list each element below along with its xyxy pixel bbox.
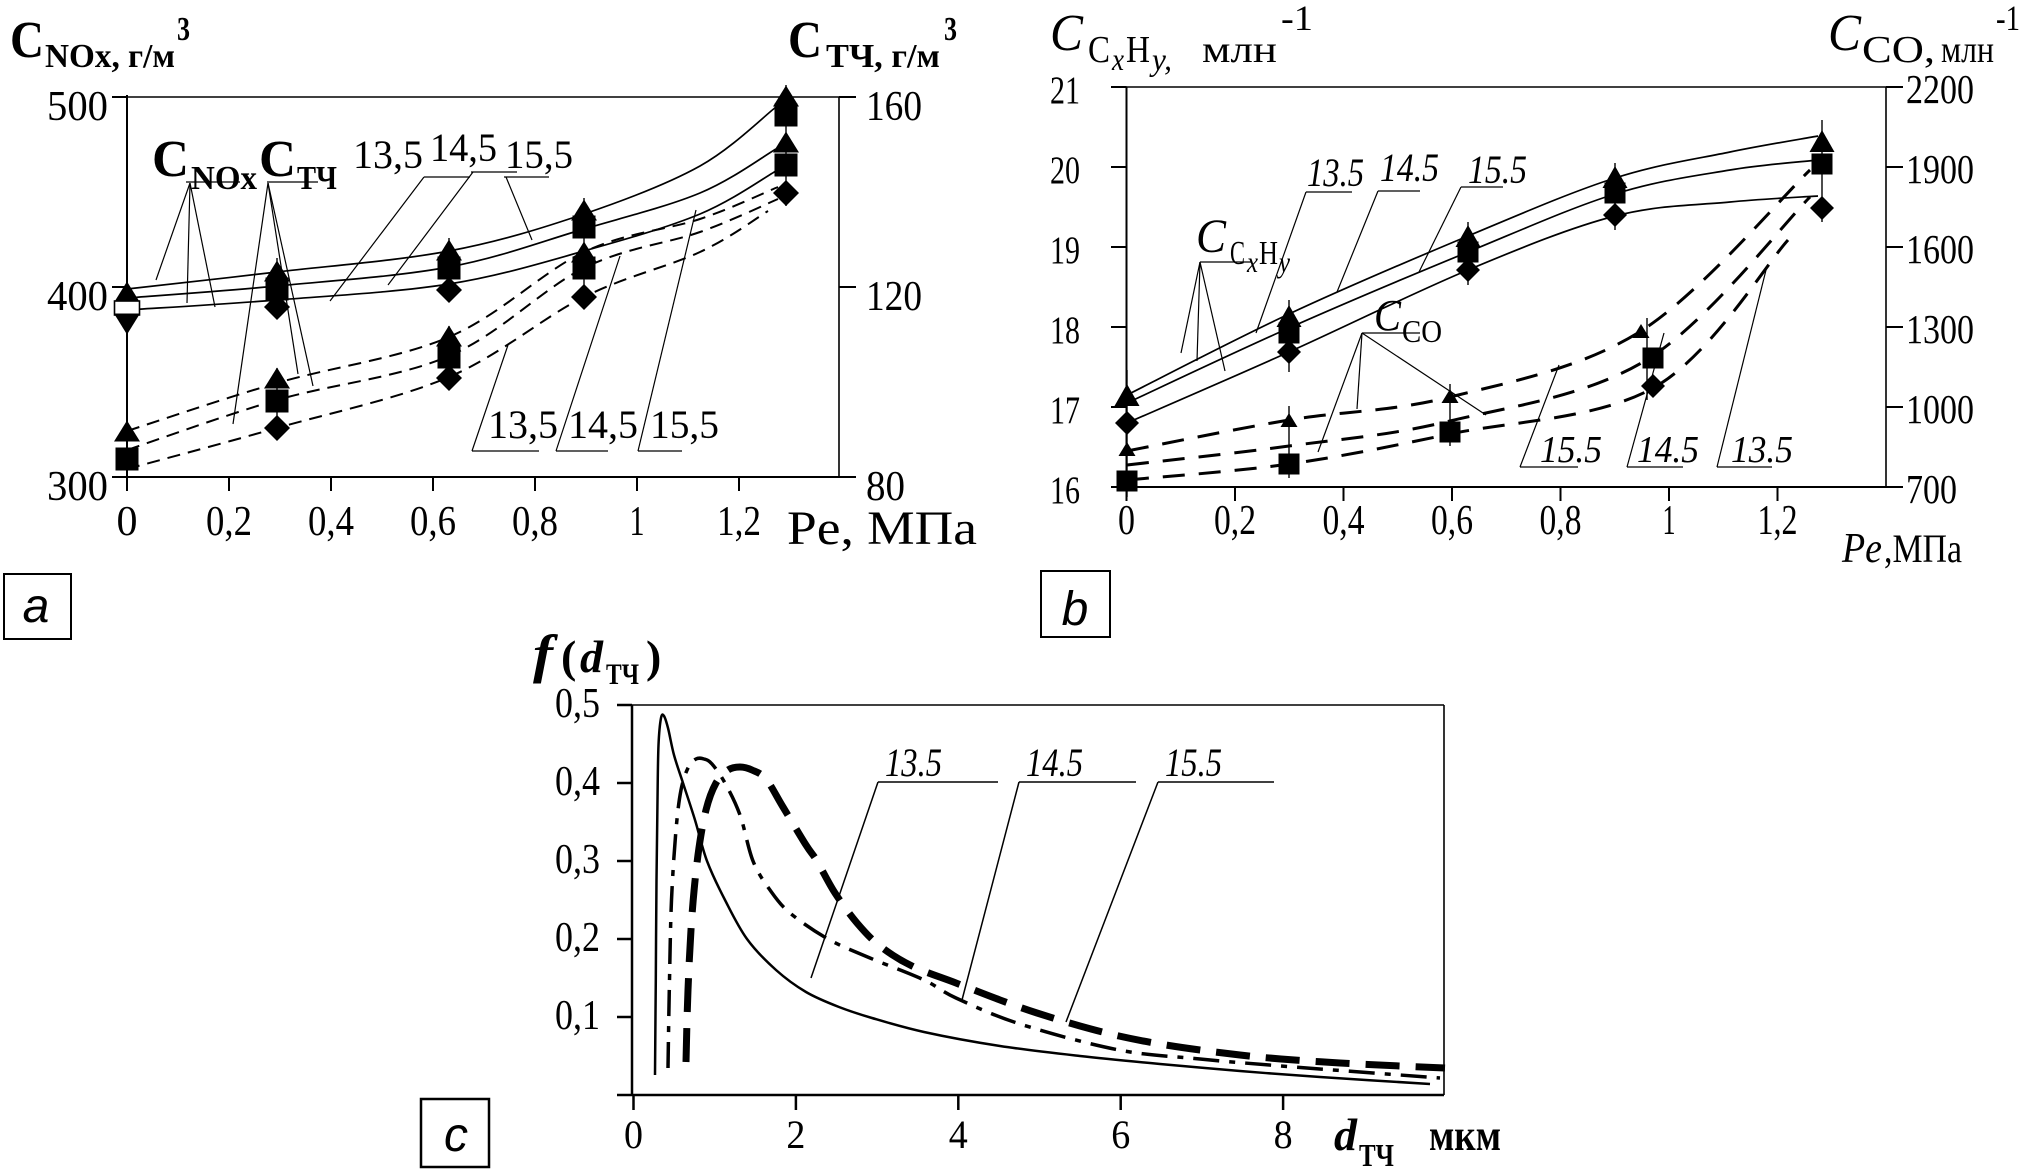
svg-text:14,5: 14,5 — [568, 402, 638, 447]
svg-text:1: 1 — [1663, 498, 1676, 544]
svg-text:3: 3 — [177, 11, 190, 48]
svg-text:300: 300 — [47, 464, 108, 510]
svg-text:0,2: 0,2 — [1214, 498, 1256, 544]
svg-text:19: 19 — [1050, 229, 1080, 272]
svg-text:21: 21 — [1050, 69, 1080, 112]
svg-text:y,: y, — [1149, 41, 1172, 77]
svg-text:мкм: мкм — [1429, 1111, 1501, 1160]
svg-text:0,2: 0,2 — [206, 499, 252, 545]
svg-text:C: C — [1374, 291, 1402, 340]
svg-text:H: H — [1259, 235, 1278, 272]
svg-text:1600: 1600 — [1906, 226, 1974, 272]
svg-text:14.5: 14.5 — [1637, 429, 1699, 471]
svg-text:0: 0 — [117, 499, 138, 545]
svg-text:C: C — [1050, 5, 1084, 62]
svg-text:1900: 1900 — [1906, 146, 1974, 192]
svg-text:x: x — [1111, 41, 1124, 77]
svg-text:13.5: 13.5 — [1731, 429, 1793, 471]
svg-text:13,5: 13,5 — [488, 402, 558, 447]
svg-text:3: 3 — [944, 11, 957, 48]
svg-text:0,6: 0,6 — [410, 499, 456, 545]
svg-text:0,8: 0,8 — [1540, 498, 1582, 544]
svg-text:120: 120 — [866, 274, 922, 320]
svg-text:C: C — [1230, 235, 1245, 272]
svg-text:ТЧ: ТЧ — [1359, 1137, 1394, 1169]
svg-text:15.5: 15.5 — [1540, 429, 1602, 471]
svg-text:0: 0 — [624, 1112, 643, 1157]
svg-text:15.5: 15.5 — [1165, 740, 1222, 785]
svg-text:6: 6 — [1111, 1112, 1130, 1157]
svg-text:13,5: 13,5 — [353, 132, 423, 177]
svg-text:c: c — [444, 1109, 468, 1162]
svg-text:18: 18 — [1050, 309, 1080, 352]
svg-text:16: 16 — [1050, 469, 1080, 512]
svg-text:CO,: CO, — [1862, 29, 1935, 71]
svg-text:d: d — [580, 631, 604, 682]
svg-text:C: C — [1088, 29, 1110, 71]
svg-text:-1: -1 — [1996, 0, 2020, 38]
svg-text:0,6: 0,6 — [1431, 498, 1473, 544]
svg-text:d: d — [1334, 1109, 1358, 1160]
svg-text:млн: млн — [1941, 29, 1994, 71]
svg-text:0,5: 0,5 — [555, 681, 600, 727]
svg-text:C: C — [10, 12, 44, 69]
svg-text:0,3: 0,3 — [555, 837, 600, 883]
svg-text:млн: млн — [1202, 29, 1277, 71]
svg-text:C: C — [1828, 5, 1862, 62]
svg-text:17: 17 — [1050, 389, 1080, 432]
svg-text:15,5: 15,5 — [505, 132, 573, 177]
svg-text:500: 500 — [47, 84, 108, 130]
svg-text:0: 0 — [1118, 498, 1135, 544]
svg-text:NOx, г/м: NOx, г/м — [45, 38, 175, 75]
svg-text:0,4: 0,4 — [1323, 498, 1365, 544]
svg-text:ТЧ, г/м: ТЧ, г/м — [826, 38, 940, 75]
svg-text:15,5: 15,5 — [650, 402, 719, 447]
svg-text:1,2: 1,2 — [1758, 498, 1798, 544]
svg-text:ТЧ: ТЧ — [606, 658, 639, 691]
svg-text:1000: 1000 — [1906, 386, 1974, 432]
svg-text:C: C — [788, 12, 822, 69]
svg-text:14.5: 14.5 — [1026, 740, 1083, 785]
svg-text:x: x — [1246, 246, 1258, 279]
svg-text:Pe: Pe — [1841, 526, 1882, 572]
svg-text:13.5: 13.5 — [885, 740, 942, 785]
svg-text:C: C — [152, 131, 189, 188]
svg-text:a: a — [23, 580, 50, 633]
svg-text:CO: CO — [1402, 313, 1442, 349]
svg-text:1300: 1300 — [1906, 306, 1974, 352]
svg-text:,МПа: ,МПа — [1884, 526, 1962, 571]
svg-text:0,1: 0,1 — [555, 993, 600, 1039]
svg-text:H: H — [1126, 29, 1150, 71]
svg-text:20: 20 — [1050, 149, 1080, 192]
svg-text:14,5: 14,5 — [430, 125, 497, 170]
svg-text:Pe, МПа: Pe, МПа — [787, 502, 977, 555]
svg-text:1: 1 — [630, 499, 645, 545]
svg-text:1,2: 1,2 — [717, 499, 761, 545]
svg-text:2: 2 — [786, 1112, 805, 1157]
svg-text:14.5: 14.5 — [1380, 145, 1439, 190]
svg-text:0,2: 0,2 — [555, 915, 600, 961]
svg-text:-1: -1 — [1281, 0, 1313, 38]
svg-text:0,4: 0,4 — [555, 759, 600, 805]
svg-text:b: b — [1062, 583, 1089, 636]
svg-text:700: 700 — [1906, 466, 1957, 512]
svg-text:(: ( — [561, 631, 576, 682]
svg-text:160: 160 — [866, 84, 922, 130]
svg-text:13.5: 13.5 — [1307, 150, 1364, 195]
svg-text:0,4: 0,4 — [308, 499, 354, 545]
svg-text:C: C — [1196, 210, 1227, 263]
svg-text:15.5: 15.5 — [1468, 147, 1527, 192]
svg-text:y: y — [1277, 246, 1291, 279]
svg-text:8: 8 — [1274, 1112, 1293, 1157]
svg-text:80: 80 — [866, 464, 905, 510]
svg-text:2200: 2200 — [1906, 66, 1974, 112]
svg-text:C: C — [259, 131, 296, 188]
svg-text:NOx: NOx — [191, 160, 257, 197]
svg-text:): ) — [646, 631, 661, 682]
svg-text:ТЧ: ТЧ — [297, 160, 337, 197]
svg-text:4: 4 — [949, 1112, 968, 1157]
svg-text:0,8: 0,8 — [512, 499, 558, 545]
svg-text:400: 400 — [47, 274, 108, 320]
